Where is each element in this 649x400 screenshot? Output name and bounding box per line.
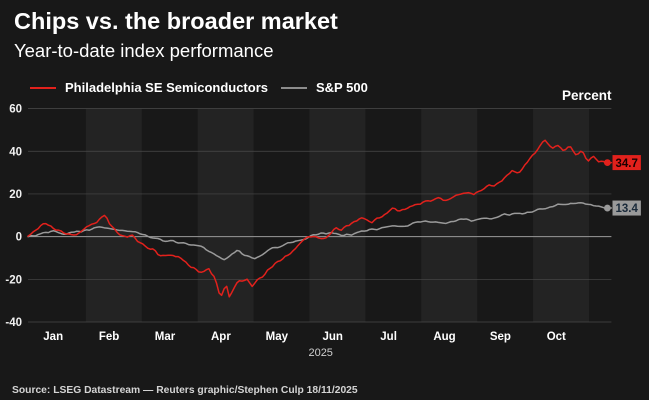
svg-text:Oct: Oct [547, 331, 566, 343]
svg-text:2025: 2025 [308, 347, 332, 359]
svg-text:60: 60 [9, 104, 22, 116]
svg-text:Apr: Apr [211, 331, 231, 343]
svg-text:-40: -40 [5, 317, 22, 329]
svg-text:May: May [266, 331, 289, 343]
svg-text:-20: -20 [5, 274, 22, 286]
svg-text:Mar: Mar [155, 331, 176, 343]
svg-text:Aug: Aug [433, 331, 455, 343]
svg-text:20: 20 [9, 189, 22, 201]
svg-text:Jun: Jun [322, 331, 342, 343]
svg-text:Jul: Jul [380, 331, 397, 343]
svg-text:40: 40 [9, 146, 22, 158]
svg-text:Jan: Jan [43, 331, 63, 343]
svg-text:13.4: 13.4 [616, 203, 639, 215]
svg-text:0: 0 [16, 232, 22, 244]
svg-text:Sep: Sep [490, 331, 511, 343]
svg-text:Feb: Feb [99, 331, 119, 343]
svg-text:34.7: 34.7 [616, 158, 638, 170]
